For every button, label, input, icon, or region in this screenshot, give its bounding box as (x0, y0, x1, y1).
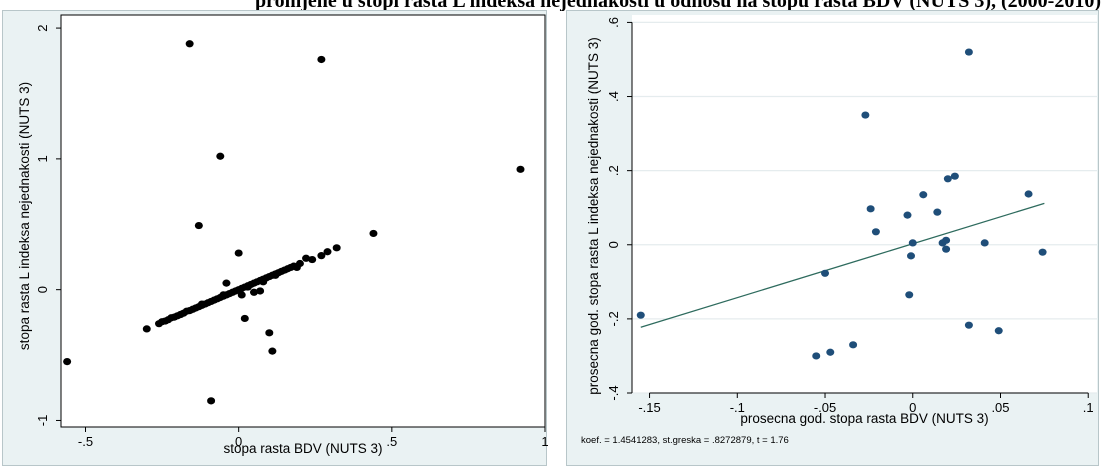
data-point-13 (256, 287, 265, 295)
x-tick-label-1: 0 (235, 434, 242, 449)
plot-area (632, 15, 1097, 393)
data-point-18 (950, 172, 959, 180)
fit-line (640, 202, 1045, 328)
scatter-chart-left: -1 0 1 2 -.5 0 .5 1 stopa rasta BDV (NUTS 3) stop… (17, 14, 549, 456)
y-axis-title: prosecna god. stopa rasta L indeksa neje… (586, 37, 601, 394)
data-point-2 (317, 55, 326, 64)
data-point-10 (268, 347, 277, 355)
data-point-9 (207, 397, 216, 405)
y-tick-label-3: 2 (35, 24, 50, 31)
data-point-71 (197, 300, 206, 308)
x-tick-label-2: .5 (386, 434, 397, 449)
plot-area (60, 14, 546, 428)
x-axis-title: prosecna god. stopa rasta BDV (NUTS 3) (740, 411, 988, 426)
data-point-6 (234, 249, 243, 257)
data-point-4 (216, 152, 225, 160)
data-point-70 (259, 278, 268, 286)
page-headline: promjene u stopi rasta L indeksa nejedna… (254, 0, 1101, 11)
data-point-19 (964, 48, 973, 56)
data-point-1 (812, 352, 821, 360)
data-point-3 (516, 165, 525, 173)
data-point-15 (942, 245, 951, 253)
x-tick-label-2: -.05 (814, 400, 836, 415)
y-tick-label-2: 0 (606, 241, 621, 248)
data-point-73 (292, 263, 301, 272)
scatter-chart-right: -.4 -.2 0 .2 .4 .6 -.15 -.1 -.05 0 .05 .1 prosecna g… (581, 15, 1097, 446)
data-point-8 (142, 325, 151, 333)
data-point-0 (63, 358, 72, 366)
y-axis-title: stopa rasta L indeksa nejednakosti (NUTS… (17, 82, 32, 350)
data-point-24 (1038, 248, 1047, 256)
data-point-64 (308, 255, 317, 264)
data-point-21 (980, 239, 989, 247)
y-tick-label-2: 1 (35, 155, 50, 162)
data-point-11 (908, 239, 917, 247)
data-point-5 (861, 111, 870, 119)
y-tick-label-3: .2 (606, 165, 621, 176)
data-point-8 (903, 211, 912, 219)
data-point-63 (302, 254, 311, 262)
data-point-12 (919, 191, 928, 199)
x-tick-label-3: 1 (541, 434, 548, 449)
y-tick-label-0: -.4 (606, 385, 621, 400)
data-point-12 (240, 314, 249, 323)
data-point-16 (942, 236, 951, 244)
data-point-7 (871, 228, 880, 236)
data-point-16 (222, 279, 231, 287)
data-point-2 (826, 348, 835, 356)
x-axis-title: stopa rasta BDV (NUTS 3) (223, 441, 382, 456)
data-point-9 (905, 291, 914, 299)
y-tick-label-1: -.2 (606, 311, 621, 326)
data-point-11 (265, 329, 274, 337)
x-tick-label-0: -.15 (638, 400, 660, 415)
data-point-23 (1024, 190, 1033, 198)
data-point-5 (194, 221, 203, 230)
scatter-panel-left: -1 0 1 2 -.5 0 .5 1 stopa rasta BDV (NUTS 3) stop… (2, 10, 549, 466)
data-point-13 (933, 208, 942, 216)
data-point-1 (185, 40, 194, 48)
data-point-22 (994, 327, 1003, 335)
data-point-0 (636, 311, 645, 319)
y-tick-label-4: .4 (606, 91, 621, 102)
x-tick-label-5: .1 (1083, 400, 1094, 415)
regression-note: koef. = 1.4541283, st.greska = .8272879,… (581, 435, 789, 446)
y-tick-label-1: 0 (35, 286, 50, 293)
data-point-66 (323, 248, 332, 256)
data-point-67 (332, 244, 341, 252)
data-point-7 (369, 229, 378, 238)
data-point-14 (249, 288, 258, 296)
data-point-69 (243, 283, 252, 291)
data-point-10 (907, 252, 915, 260)
x-tick-label-1: -.1 (730, 400, 745, 415)
data-point-68 (219, 291, 228, 299)
y-tick-label-0: -1 (35, 415, 50, 427)
scatter-panel-right: -.4 -.2 0 .2 .4 .6 -.15 -.1 -.05 0 .05 .1 prosecna g… (566, 10, 1099, 466)
y-tick-label-5: .6 (606, 17, 621, 28)
data-point-3 (849, 341, 858, 349)
x-tick-label-0: -.5 (78, 434, 93, 449)
data-point-6 (866, 205, 875, 213)
x-tick-label-4: .05 (991, 400, 1009, 415)
x-tick-label-3: 0 (909, 400, 916, 415)
data-point-72 (271, 271, 280, 279)
data-point-4 (821, 269, 830, 277)
data-point-65 (317, 252, 326, 260)
data-point-20 (964, 321, 973, 329)
data-point-17 (943, 175, 952, 183)
